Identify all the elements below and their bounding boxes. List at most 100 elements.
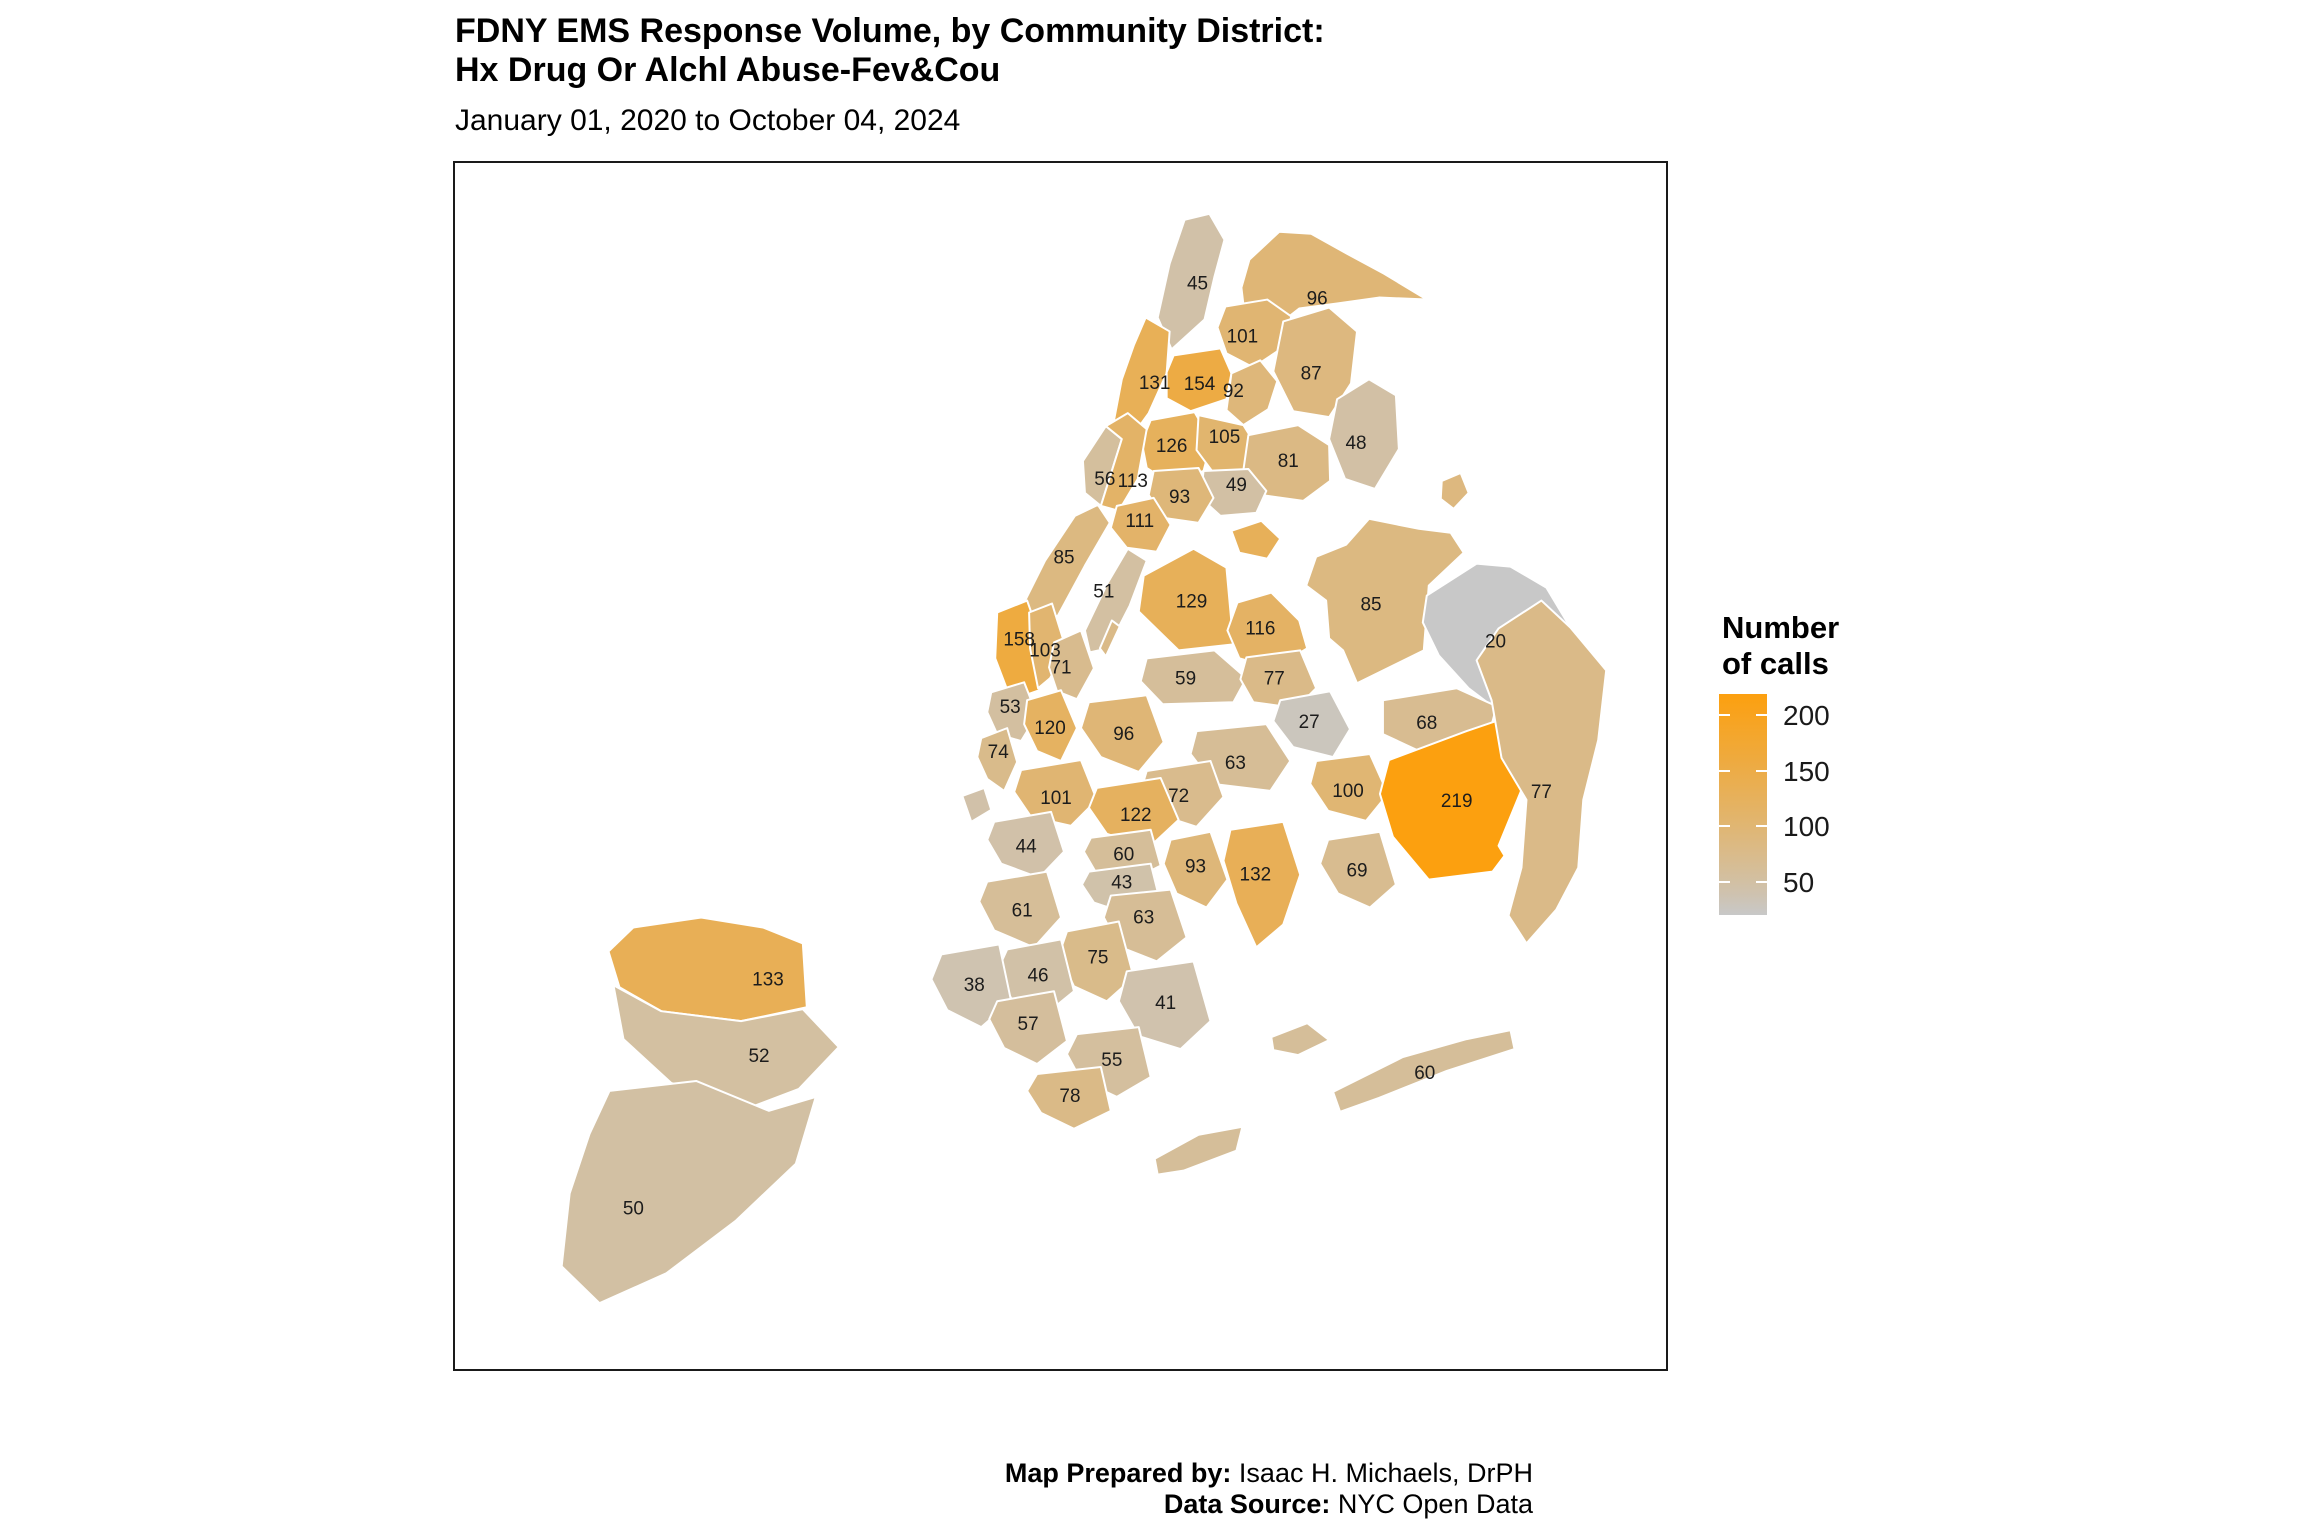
district-value-label: 81 (1278, 451, 1299, 472)
legend-tick-mark (1719, 769, 1730, 772)
district-shape (1305, 517, 1465, 685)
district-value-label: 129 (1176, 592, 1208, 613)
district-shape (1109, 496, 1172, 553)
district-shape (1139, 649, 1248, 706)
district-value-label: 71 (1050, 657, 1071, 678)
district-value-label: 77 (1264, 668, 1285, 689)
district-value-label: 57 (1018, 1014, 1039, 1035)
district-value-label: 51 (1093, 582, 1114, 603)
legend-tick-label: 150 (1783, 755, 1830, 787)
district-value-label: 113 (1118, 471, 1148, 492)
district-value-label: 101 (1040, 788, 1072, 809)
district-shape (1079, 694, 1165, 773)
district-value-label: 132 (1240, 865, 1272, 886)
district-shape (1156, 212, 1226, 351)
district-value-label: 126 (1156, 436, 1188, 457)
district-shape (1026, 1066, 1112, 1130)
legend-tick-mark (1719, 714, 1730, 717)
district-value-label: 53 (1000, 697, 1021, 718)
district-value-label: 131 (1139, 373, 1171, 394)
footer-source-value: NYC Open Data (1330, 1489, 1533, 1519)
island-shape (1230, 519, 1282, 560)
page-title: FDNY EMS Response Volume, by Community D… (455, 12, 1325, 90)
district-value-label: 74 (988, 742, 1009, 763)
district-shape (1378, 717, 1523, 881)
district-shape (988, 990, 1068, 1066)
district-value-label: 122 (1120, 805, 1152, 826)
district-value-label: 100 (1332, 781, 1364, 802)
district-value-label: 69 (1346, 861, 1367, 882)
district-shape (1162, 830, 1229, 909)
district-shape (1222, 820, 1302, 949)
legend-tick-mark (1719, 825, 1730, 828)
district-value-label: 68 (1416, 713, 1437, 734)
district-value-label: 41 (1155, 993, 1176, 1014)
district-value-label: 77 (1531, 782, 1552, 803)
map-footer: Map Prepared by: Isaac H. Michaels, DrPH… (900, 1458, 1533, 1520)
legend-gradient-bar (1719, 694, 1767, 915)
district-value-label: 96 (1307, 289, 1328, 310)
district-value-label: 78 (1059, 1086, 1080, 1107)
district-shape (560, 1079, 817, 1305)
page-title-line1: FDNY EMS Response Volume, by Community D… (455, 12, 1325, 50)
footer-data-source: Data Source: NYC Open Data (900, 1489, 1533, 1520)
district-value-label: 219 (1441, 791, 1473, 812)
district-value-label: 48 (1345, 433, 1366, 454)
legend-title: Number of calls (1722, 610, 1839, 682)
district-value-label: 56 (1094, 469, 1115, 490)
footer-prepared-by: Map Prepared by: Isaac H. Michaels, DrPH (900, 1458, 1533, 1489)
district-value-label: 101 (1227, 326, 1259, 347)
district-value-label: 20 (1485, 631, 1506, 652)
district-value-label: 93 (1169, 487, 1190, 508)
district-value-label: 44 (1016, 837, 1037, 858)
district-value-label: 103 (1029, 640, 1061, 661)
district-shape (1099, 412, 1148, 512)
district-value-label: 55 (1101, 1050, 1122, 1071)
district-shape (1117, 960, 1212, 1051)
district-shape (1048, 629, 1095, 701)
legend-tick-mark (1756, 880, 1767, 883)
district-value-label: 61 (1012, 901, 1033, 922)
legend-tick-mark (1756, 769, 1767, 772)
island-shape (1098, 619, 1121, 658)
district-shape (1475, 599, 1608, 945)
nyc-choropleth-map: 45 96 101 87 48 131 154 92 126 105 81 49 56 113 93 111 8… (560, 212, 1608, 1305)
district-value-label: 49 (1226, 475, 1247, 496)
page-subtitle: January 01, 2020 to October 04, 2024 (455, 104, 961, 137)
district-shape (1225, 359, 1279, 427)
legend-tick-mark (1756, 714, 1767, 717)
district-value-label: 85 (1053, 548, 1074, 569)
district-value-label: 63 (1225, 753, 1246, 774)
district-value-label: 85 (1360, 595, 1381, 616)
district-value-label: 60 (1113, 845, 1134, 866)
district-shape (1332, 1029, 1516, 1113)
map-panel: 45 96 101 87 48 131 154 92 126 105 81 49 56 113 93 111 8… (453, 161, 1668, 1371)
district-shape (1147, 466, 1215, 524)
district-shape (930, 943, 1013, 1029)
district-shape (1013, 759, 1098, 827)
district-value-label: 59 (1175, 668, 1196, 689)
legend-tick-mark (1719, 880, 1730, 883)
district-value-label: 120 (1034, 718, 1066, 739)
district-value-label: 96 (1113, 724, 1134, 745)
footer-source-label: Data Source: (1163, 1489, 1331, 1519)
district-value-label: 154 (1184, 374, 1216, 395)
district-shape (1023, 689, 1078, 763)
district-shape (612, 984, 840, 1112)
footer-prepared-label: Map Prepared by: (1004, 1458, 1232, 1488)
district-shape (1328, 378, 1400, 490)
district-value-label: 38 (964, 975, 985, 996)
district-shape (1083, 547, 1148, 654)
district-value-label: 158 (1003, 629, 1035, 650)
island-shape (1439, 471, 1470, 510)
island-shape (1153, 1125, 1244, 1176)
district-value-label: 45 (1187, 274, 1208, 295)
legend-title-line2: of calls (1722, 646, 1829, 681)
district-shape (1272, 690, 1352, 759)
district-value-label: 72 (1168, 786, 1189, 807)
district-value-label: 116 (1245, 618, 1275, 639)
footer-prepared-value: Isaac H. Michaels, DrPH (1231, 1458, 1533, 1488)
district-value-label: 87 (1301, 363, 1322, 384)
district-value-label: 92 (1223, 381, 1244, 402)
district-value-label: 133 (752, 969, 784, 990)
